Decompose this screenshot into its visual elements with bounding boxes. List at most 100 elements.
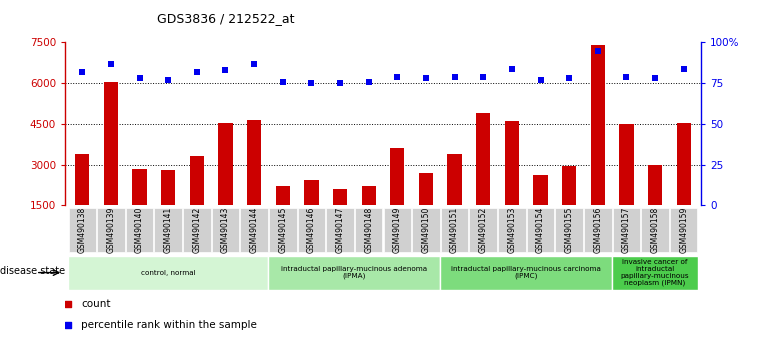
Point xyxy=(420,75,432,81)
Point xyxy=(162,77,175,83)
FancyBboxPatch shape xyxy=(498,208,525,252)
FancyBboxPatch shape xyxy=(612,256,698,290)
Point xyxy=(191,69,203,75)
Text: GSM490147: GSM490147 xyxy=(336,207,345,253)
FancyBboxPatch shape xyxy=(670,208,698,252)
FancyBboxPatch shape xyxy=(298,208,325,252)
FancyBboxPatch shape xyxy=(412,208,440,252)
Point xyxy=(678,66,690,72)
FancyBboxPatch shape xyxy=(384,208,411,252)
FancyBboxPatch shape xyxy=(211,208,239,252)
Text: GSM490139: GSM490139 xyxy=(106,207,116,253)
FancyBboxPatch shape xyxy=(641,208,669,252)
Text: GSM490148: GSM490148 xyxy=(364,207,373,253)
Text: intraductal papillary-mucinous adenoma
(IPMA): intraductal papillary-mucinous adenoma (… xyxy=(281,266,427,279)
FancyBboxPatch shape xyxy=(97,208,125,252)
FancyBboxPatch shape xyxy=(126,208,153,252)
Point xyxy=(448,74,460,80)
Text: GSM490138: GSM490138 xyxy=(78,207,87,253)
Point xyxy=(391,74,404,80)
Bar xyxy=(333,189,347,246)
Text: GSM490150: GSM490150 xyxy=(421,207,430,253)
Bar xyxy=(390,148,404,246)
Point xyxy=(306,80,318,86)
Text: GSM490146: GSM490146 xyxy=(307,207,316,253)
Bar xyxy=(562,166,576,246)
Point xyxy=(105,61,117,67)
Point xyxy=(620,74,633,80)
Text: GSM490143: GSM490143 xyxy=(221,207,230,253)
Point xyxy=(506,66,518,72)
FancyBboxPatch shape xyxy=(268,256,440,290)
Text: GSM490153: GSM490153 xyxy=(507,207,516,253)
FancyBboxPatch shape xyxy=(555,208,583,252)
Point xyxy=(406,45,418,51)
Text: GSM490157: GSM490157 xyxy=(622,207,631,253)
Point xyxy=(406,240,418,245)
Text: GSM490159: GSM490159 xyxy=(679,207,688,253)
Point xyxy=(277,79,289,84)
Point xyxy=(362,79,375,84)
FancyBboxPatch shape xyxy=(155,208,182,252)
Bar xyxy=(247,120,261,246)
Bar xyxy=(218,122,233,246)
Bar xyxy=(648,165,663,246)
Point xyxy=(248,61,260,67)
Bar xyxy=(476,113,490,246)
Point xyxy=(219,67,231,73)
Text: GSM490141: GSM490141 xyxy=(164,207,172,253)
Bar xyxy=(190,156,204,246)
Bar xyxy=(75,154,90,246)
Bar xyxy=(447,154,462,246)
Text: GDS3836 / 212522_at: GDS3836 / 212522_at xyxy=(157,12,295,25)
Point xyxy=(591,48,604,53)
Text: GSM490158: GSM490158 xyxy=(650,207,660,253)
FancyBboxPatch shape xyxy=(613,208,640,252)
Text: GSM490149: GSM490149 xyxy=(393,207,402,253)
Point xyxy=(535,77,547,83)
Text: GSM490144: GSM490144 xyxy=(250,207,259,253)
FancyBboxPatch shape xyxy=(584,208,611,252)
Text: invasive cancer of
intraductal
papillary-mucinous
neoplasm (IPMN): invasive cancer of intraductal papillary… xyxy=(620,259,689,286)
FancyBboxPatch shape xyxy=(326,208,354,252)
FancyBboxPatch shape xyxy=(68,256,268,290)
Bar xyxy=(133,169,147,246)
Bar xyxy=(505,121,519,246)
Bar xyxy=(103,82,118,246)
FancyBboxPatch shape xyxy=(355,208,382,252)
Bar xyxy=(676,122,691,246)
Bar xyxy=(419,173,433,246)
Point xyxy=(649,75,661,81)
FancyBboxPatch shape xyxy=(68,208,96,252)
Text: control, normal: control, normal xyxy=(141,270,195,275)
Bar xyxy=(161,170,175,246)
Text: GSM490155: GSM490155 xyxy=(565,207,574,253)
FancyBboxPatch shape xyxy=(440,256,612,290)
Text: percentile rank within the sample: percentile rank within the sample xyxy=(81,320,257,330)
Text: GSM490140: GSM490140 xyxy=(135,207,144,253)
FancyBboxPatch shape xyxy=(183,208,211,252)
Text: GSM490151: GSM490151 xyxy=(450,207,459,253)
Bar xyxy=(533,176,548,246)
Point xyxy=(563,75,575,81)
Bar xyxy=(591,45,605,246)
FancyBboxPatch shape xyxy=(269,208,296,252)
Text: GSM490142: GSM490142 xyxy=(192,207,201,253)
Text: disease state: disease state xyxy=(0,266,65,276)
Text: intraductal papillary-mucinous carcinoma
(IPMC): intraductal papillary-mucinous carcinoma… xyxy=(451,266,601,279)
FancyBboxPatch shape xyxy=(527,208,555,252)
Point xyxy=(76,69,88,75)
FancyBboxPatch shape xyxy=(470,208,497,252)
Text: count: count xyxy=(81,298,110,309)
FancyBboxPatch shape xyxy=(441,208,468,252)
Bar xyxy=(619,124,633,246)
Text: GSM490154: GSM490154 xyxy=(536,207,545,253)
Point xyxy=(477,74,489,80)
FancyBboxPatch shape xyxy=(241,208,268,252)
Text: GSM490152: GSM490152 xyxy=(479,207,488,253)
Text: GSM490156: GSM490156 xyxy=(594,207,602,253)
Bar xyxy=(276,186,290,246)
Point xyxy=(133,75,146,81)
Point xyxy=(334,80,346,86)
Text: GSM490145: GSM490145 xyxy=(278,207,287,253)
